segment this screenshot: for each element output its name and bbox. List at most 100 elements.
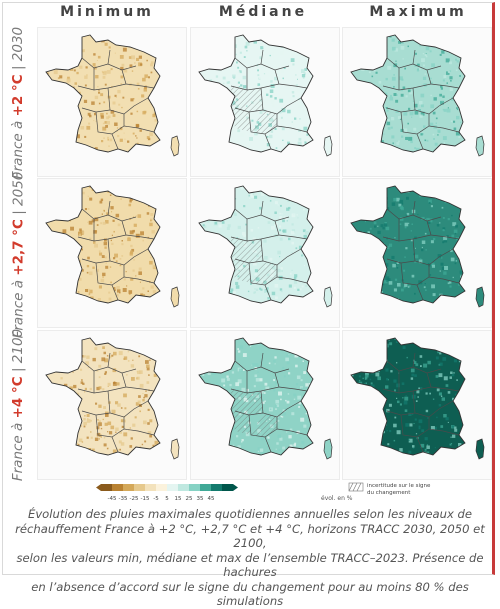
region-border — [123, 428, 155, 436]
region-border — [276, 428, 308, 436]
region-border — [264, 133, 272, 150]
region-border — [121, 69, 155, 89]
france-outline — [350, 337, 466, 456]
hatch-label-line-2: du changement — [367, 490, 411, 496]
corsica-map — [475, 286, 485, 308]
region-border — [428, 428, 460, 436]
legend-swatch — [167, 484, 178, 491]
france-outline — [198, 34, 314, 153]
legend-arrow-left — [96, 484, 101, 491]
france-map — [46, 186, 160, 303]
legend-ticks: -45 -35 -25 -15 -5 5 15 25 35 45 — [108, 496, 215, 502]
region-border — [412, 49, 416, 65]
legend-tick-label: 5 — [165, 496, 169, 502]
region-border — [123, 125, 155, 133]
region-border — [111, 284, 119, 301]
uncertainty-hatching — [231, 237, 277, 285]
map-panel-minimum-3 — [37, 330, 187, 480]
column-header-minimum: Minimum — [60, 4, 154, 20]
row-label-2050: France à +2,7 °C | 2050 — [10, 171, 27, 339]
legend-swatch — [200, 484, 211, 491]
legend-color-bar — [96, 484, 238, 491]
region-border — [107, 200, 111, 216]
legend-tick-label: 35 — [197, 496, 204, 502]
legend-unit: évol. en % — [321, 495, 353, 502]
map-panel-mediane-1 — [190, 27, 340, 177]
region-border — [416, 284, 424, 301]
region-border — [260, 49, 264, 65]
caption-line-2: réchauffement France à +2 °C, +2,7 °C et… — [15, 521, 485, 551]
row-label-2100: France à +4 °C | 2100 — [10, 328, 27, 482]
france-map — [351, 186, 465, 303]
legend-tick-label: -5 — [153, 496, 159, 502]
region-border — [77, 83, 127, 91]
france-outline — [198, 185, 314, 304]
france-outline — [350, 185, 466, 304]
map-panel-maximum-1 — [342, 27, 492, 177]
region-border — [428, 125, 460, 133]
region-border — [123, 276, 155, 284]
caption-line-4: en l’absence d’accord sur le signe du ch… — [31, 579, 469, 609]
france-outline — [45, 34, 161, 153]
region-border — [382, 83, 432, 91]
hatch-label-line-1: incertitude sur le signe — [367, 483, 431, 489]
region-border — [276, 276, 308, 284]
region-border — [274, 69, 308, 89]
region-border — [111, 436, 119, 453]
legend-swatch — [222, 484, 233, 491]
caption-line-1: Évolution des pluies maximales quotidien… — [28, 507, 472, 521]
uncertainty-hatching — [231, 389, 277, 437]
region-border — [230, 234, 280, 242]
legend-tick-label: -45 — [108, 496, 117, 502]
region-border — [416, 133, 424, 150]
region-border — [426, 372, 460, 392]
row-label-2030: France à +2 °C | 2030 — [10, 26, 27, 180]
legend-swatch — [134, 484, 145, 491]
column-header-maximum: Maximum — [369, 4, 467, 20]
legend-swatch — [178, 484, 189, 491]
corsica-map — [170, 438, 180, 460]
region-border — [382, 234, 432, 242]
map-panel-maximum-3 — [342, 330, 492, 480]
corsica-map — [170, 286, 180, 308]
legend-tick-label: 15 — [175, 496, 182, 502]
region-border — [77, 234, 127, 242]
france-map — [46, 338, 160, 455]
region-border — [107, 49, 111, 65]
legend-arrow-right — [233, 484, 238, 491]
region-border — [264, 284, 272, 301]
map-panel-mediane-2 — [190, 178, 340, 328]
corsica-map — [323, 438, 333, 460]
region-border — [77, 386, 127, 394]
corsica-map — [475, 438, 485, 460]
region-border — [230, 386, 280, 394]
legend-swatch — [123, 484, 134, 491]
region-border — [276, 125, 308, 133]
region-border — [111, 133, 119, 150]
map-panel-maximum-2 — [342, 178, 492, 328]
corsica-map — [170, 135, 180, 157]
corsica-map — [323, 135, 333, 157]
region-border — [416, 436, 424, 453]
region-border — [264, 436, 272, 453]
legend-swatch — [156, 484, 167, 491]
region-border — [107, 352, 111, 368]
france-outline — [198, 337, 314, 456]
region-border — [274, 220, 308, 240]
region-border — [121, 220, 155, 240]
legend-tick-label: -35 — [119, 496, 128, 502]
color-legend: -45 -35 -25 -15 -5 5 15 25 35 45 évol. en % incer… — [96, 482, 431, 502]
france-map — [351, 35, 465, 152]
map-panel-minimum-1 — [37, 27, 187, 177]
column-header-median: Médiane — [218, 4, 308, 20]
legend-swatch — [112, 484, 123, 491]
legend-swatch — [101, 484, 112, 491]
legend-tick-label: -15 — [141, 496, 150, 502]
france-outline — [350, 34, 466, 153]
france-outline — [45, 337, 161, 456]
legend-swatch — [211, 484, 222, 491]
france-outline — [45, 185, 161, 304]
figure-caption: Évolution des pluies maximales quotidien… — [10, 507, 490, 609]
region-border — [412, 352, 416, 368]
region-border — [230, 83, 280, 91]
